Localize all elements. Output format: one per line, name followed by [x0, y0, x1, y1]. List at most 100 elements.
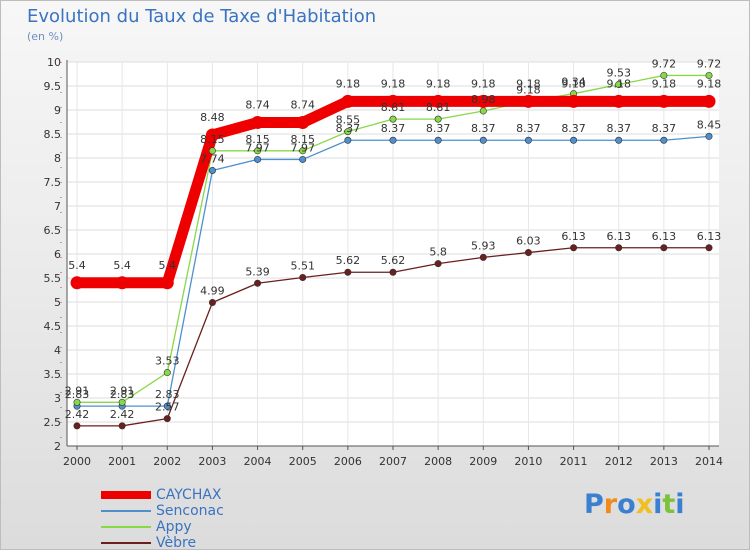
- data-label: 8.48: [200, 111, 225, 124]
- y-tick-label: 6: [54, 248, 61, 261]
- data-label: 6.13: [697, 230, 722, 243]
- logo-letter: i: [675, 489, 685, 520]
- legend: CAYCHAX Senconac Appy Vèbre: [101, 487, 224, 551]
- data-label: 8.15: [245, 133, 270, 146]
- legend-swatch-caychax: [101, 491, 151, 499]
- data-point: [163, 402, 171, 410]
- data-point: [296, 115, 310, 129]
- data-label: 8.37: [652, 122, 677, 135]
- data-point: [660, 71, 668, 79]
- data-label: 9.18: [381, 77, 406, 90]
- legend-item-vebre: Vèbre: [101, 535, 224, 551]
- data-point: [299, 147, 307, 155]
- legend-item-appy: Appy: [101, 519, 224, 535]
- data-label: 9.18: [516, 83, 541, 96]
- data-label: 8.37: [381, 122, 406, 135]
- y-tick-label: 8: [54, 152, 61, 165]
- data-label: 7.97: [290, 141, 315, 154]
- data-label: 9.18: [426, 77, 451, 90]
- data-label: 5.93: [471, 239, 496, 252]
- y-tick-label: 3.5: [44, 368, 62, 381]
- series-points: [70, 71, 716, 430]
- data-point: [570, 136, 578, 144]
- data-label: 5.4: [68, 259, 86, 272]
- data-label: 8.74: [245, 98, 270, 111]
- legend-label-senconac: Senconac: [156, 503, 224, 519]
- data-label: 2.91: [65, 384, 90, 397]
- data-point: [344, 268, 352, 276]
- data-label: 6.13: [561, 230, 586, 243]
- data-point: [479, 107, 487, 115]
- data-point: [163, 415, 171, 423]
- data-label: 2.91: [110, 384, 135, 397]
- logo-letter: r: [603, 489, 618, 520]
- y-tick-label: 5.5: [44, 272, 62, 285]
- legend-item-senconac: Senconac: [101, 503, 224, 519]
- data-point: [479, 253, 487, 261]
- data-label: 5.4: [113, 259, 131, 272]
- logo-letter: i: [653, 489, 663, 520]
- x-tick-label: 2000: [63, 455, 91, 468]
- data-point: [73, 398, 81, 406]
- data-label: 8.37: [516, 122, 541, 135]
- x-tick-label: 2001: [108, 455, 136, 468]
- x-tick-label: 2009: [469, 455, 497, 468]
- data-label: 9.18: [471, 77, 496, 90]
- y-tick-label: 9.5: [44, 80, 62, 93]
- data-label: 2.83: [110, 388, 135, 401]
- data-label: 4.99: [200, 284, 225, 297]
- data-point: [299, 155, 307, 163]
- x-tick-label: 2010: [514, 455, 542, 468]
- data-label: 8.15: [200, 133, 225, 146]
- data-point: [434, 115, 442, 123]
- data-label: 8.98: [471, 93, 496, 106]
- data-point: [160, 276, 174, 290]
- legend-item-caychax: CAYCHAX: [101, 487, 224, 503]
- data-label: 2.42: [65, 408, 90, 421]
- data-label: 8.15: [290, 133, 315, 146]
- unit-label: (en %): [27, 30, 64, 43]
- data-point: [434, 260, 442, 268]
- data-label: 5.39: [245, 265, 270, 278]
- data-point: [524, 136, 532, 144]
- x-tick-label: 2008: [424, 455, 452, 468]
- data-point: [115, 276, 129, 290]
- y-tick-label: 4.5: [44, 320, 62, 333]
- data-point: [254, 279, 262, 287]
- data-point: [612, 94, 626, 108]
- data-point: [73, 422, 81, 430]
- legend-label-appy: Appy: [156, 519, 192, 535]
- y-tick-label: 3: [54, 392, 61, 405]
- data-label: 5.62: [336, 254, 361, 267]
- data-label: 3.53: [155, 355, 180, 368]
- chart-title: Evolution du Taux de Taxe d'Habitation: [27, 6, 377, 27]
- x-tick-label: 2002: [153, 455, 181, 468]
- data-point: [251, 115, 265, 129]
- data-point: [389, 268, 397, 276]
- legend-swatch-vebre: [101, 542, 151, 544]
- data-point: [705, 244, 713, 252]
- logo-letter: x: [635, 489, 654, 520]
- data-label: 5.62: [381, 254, 406, 267]
- y-tick-label: 9: [54, 104, 61, 117]
- proxiti-logo: Proxiti: [584, 489, 685, 520]
- data-label: 9.53: [606, 67, 631, 80]
- data-label: 5.4: [159, 259, 177, 272]
- data-point: [208, 147, 216, 155]
- data-point: [208, 298, 216, 306]
- data-point: [299, 274, 307, 282]
- y-tick-label: 2: [54, 440, 61, 453]
- data-label: 2.83: [155, 388, 180, 401]
- data-label: 6.13: [606, 230, 631, 243]
- y-tick-label: 7: [54, 200, 61, 213]
- data-label: 5.8: [429, 246, 447, 259]
- data-point: [341, 94, 355, 108]
- y-tick-label: 4: [54, 344, 61, 357]
- data-label: 8.45: [697, 118, 722, 131]
- x-tick-label: 2013: [650, 455, 678, 468]
- x-tick-label: 2004: [244, 455, 272, 468]
- data-label: 8.37: [561, 122, 586, 135]
- data-label: 2.83: [65, 388, 90, 401]
